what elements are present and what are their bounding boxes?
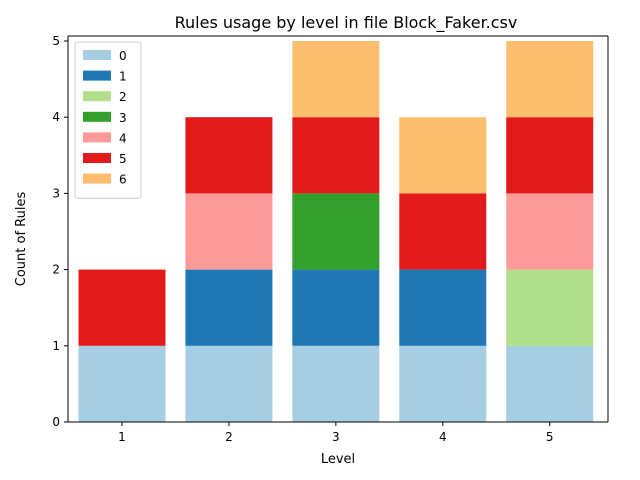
bar-level-2-series-5 — [185, 117, 273, 194]
legend-swatch-1 — [83, 70, 111, 81]
axes-group: 0 1 2 3 4 5 1 2 3 4 5 — [52, 34, 609, 444]
bar-level-4-series-0 — [399, 345, 487, 422]
bar-level-4-series-5 — [399, 193, 487, 270]
legend-label-5: 5 — [119, 152, 127, 166]
legend: 0 1 2 3 4 5 6 — [74, 41, 142, 199]
legend-swatch-6 — [83, 173, 111, 184]
y-tick-label-3: 3 — [52, 186, 60, 200]
x-tick-label-3: 3 — [332, 430, 340, 444]
legend-label-3: 3 — [119, 111, 127, 125]
bar-level-3-series-3 — [292, 193, 380, 270]
bar-level-5-series-2 — [506, 269, 594, 346]
bar-level-3-series-0 — [292, 345, 380, 422]
x-tick-label-2: 2 — [225, 430, 233, 444]
y-tick-label-1: 1 — [52, 339, 60, 353]
legend-swatch-2 — [83, 91, 111, 102]
legend-swatch-5 — [83, 153, 111, 163]
bar-level-5-series-5 — [506, 117, 594, 194]
bar-level-2-series-1 — [185, 269, 273, 346]
bar-level-4-series-6 — [399, 117, 487, 194]
legend-label-0: 0 — [119, 49, 127, 63]
bar-level-1-series-5 — [78, 269, 166, 346]
legend-swatch-3 — [83, 111, 111, 122]
legend-label-1: 1 — [119, 70, 127, 84]
x-tick-label-5: 5 — [546, 430, 554, 444]
bar-level-5-series-4 — [506, 193, 594, 270]
x-tick-label-1: 1 — [118, 430, 126, 444]
y-tick-label-2: 2 — [52, 263, 60, 277]
chart-title: Rules usage by level in file Block_Faker… — [175, 13, 518, 33]
bar-level-3-series-5 — [292, 117, 380, 194]
bars-group — [78, 41, 594, 422]
bar-level-3-series-1 — [292, 269, 380, 346]
bar-level-4-series-1 — [399, 269, 487, 346]
bar-level-5-series-0 — [506, 345, 594, 422]
x-axis-label: Level — [321, 452, 355, 467]
legend-swatch-0 — [83, 50, 111, 60]
legend-label-2: 2 — [119, 90, 127, 104]
bar-level-2-series-4 — [185, 193, 273, 270]
x-tick-label-4: 4 — [439, 430, 447, 444]
y-tick-label-4: 4 — [52, 110, 60, 124]
y-tick-label-0: 0 — [52, 415, 60, 429]
y-axis-label: Count of Rules — [14, 192, 29, 287]
legend-label-6: 6 — [119, 173, 127, 187]
bar-level-5-series-6 — [506, 41, 594, 118]
bar-level-2-series-0 — [185, 345, 273, 422]
y-tick-label-5: 5 — [52, 34, 60, 48]
bar-level-3-series-6 — [292, 41, 380, 118]
legend-label-4: 4 — [119, 131, 127, 145]
bar-level-1-series-0 — [78, 345, 166, 422]
legend-swatch-4 — [83, 132, 111, 143]
